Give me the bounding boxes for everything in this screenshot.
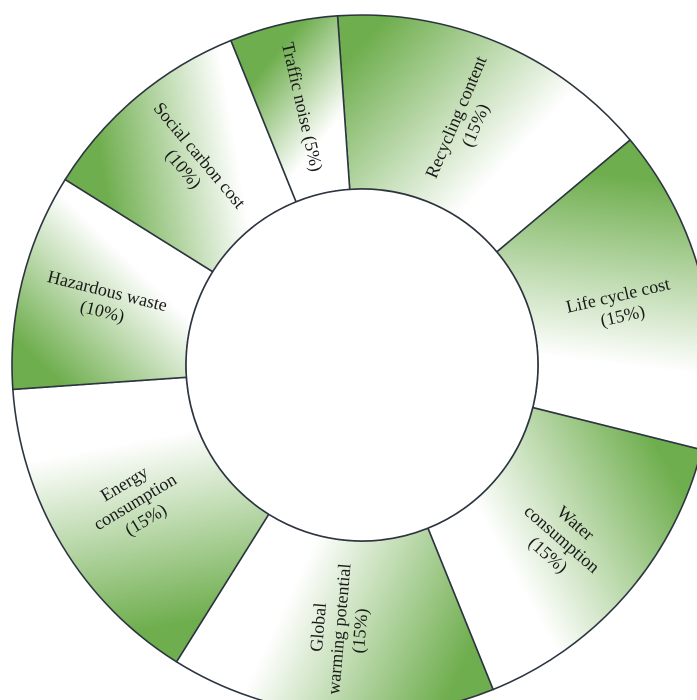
label-line: Global — [306, 602, 330, 653]
donut-hole — [185, 188, 539, 542]
slices-group — [11, 14, 697, 700]
